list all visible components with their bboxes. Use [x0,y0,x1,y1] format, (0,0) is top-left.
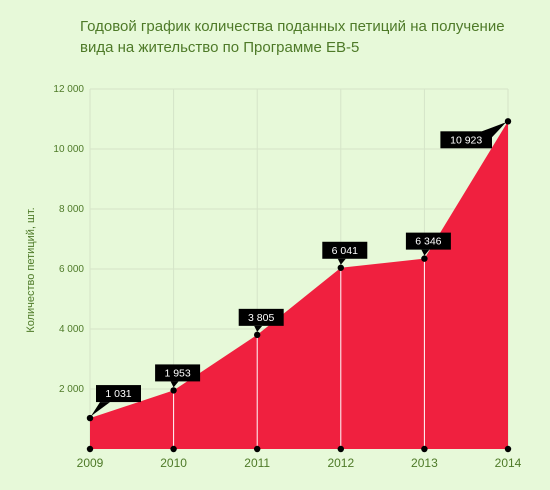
baseline-marker [254,445,261,453]
baseline-marker [337,445,344,453]
data-point [170,387,177,394]
marker-layer [86,118,512,453]
data-label-box [155,364,201,382]
data-label-pointer [170,381,179,388]
y-tick-label: 2 000 [59,384,84,395]
data-label-pointer [254,325,263,332]
baseline-marker [170,445,177,453]
baseline-marker [421,445,428,453]
data-point [254,331,261,339]
data-point [421,255,428,262]
data-label-box [96,385,141,403]
data-label-box [405,232,451,250]
y-tick-label: 4 000 [59,324,84,335]
data-label: 6 346 [415,236,441,248]
data-label-box [322,241,368,259]
y-tick-label: 12 000 [53,84,84,95]
data-point [86,414,94,422]
y-tick-label: 8 000 [59,204,84,215]
y-tick-label: 6 000 [59,264,84,275]
x-tick-label: 2014 [495,456,522,470]
data-label: 1 953 [164,367,190,379]
data-label: 6 041 [332,245,358,257]
axis-layer: 2 000 4 000 6 000 8 000 10 000 12 000 2009 2010… [53,84,521,470]
label-layer: 1 031 1 953 3 805 6 041 6 346 10 923 [91,122,506,417]
data-label: 1 031 [105,388,131,400]
data-point [337,264,344,271]
data-label: 10 923 [450,134,482,146]
x-tick-label: 2011 [244,456,270,470]
data-label: 3 805 [248,312,274,324]
x-tick-label: 2010 [160,456,187,470]
x-tick-label: 2009 [77,456,104,470]
data-point [504,118,512,125]
baseline-marker [504,445,512,453]
y-axis-label: Количество петиций, шт. [25,207,37,332]
x-tick-label: 2012 [327,456,354,470]
y-tick-label: 10 000 [53,144,84,155]
data-label-pointer [91,402,110,417]
series-area [90,121,508,449]
chart-title: Годовой график количества поданных петиц… [80,18,505,56]
baseline-marker [86,445,94,453]
data-label-pointer [337,258,346,265]
x-tick-label: 2013 [411,456,438,470]
data-label-pointer [421,249,430,256]
area-layer [90,121,508,449]
data-label-box [440,131,492,149]
data-label-box [238,308,284,326]
